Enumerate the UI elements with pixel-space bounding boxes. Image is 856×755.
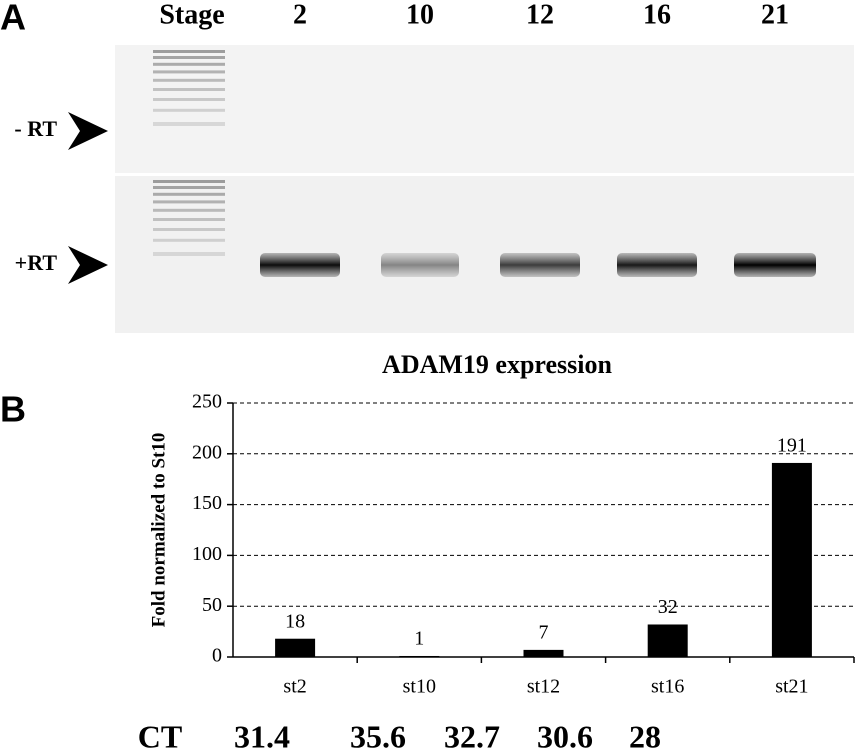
- y-tick-label: 150: [192, 492, 222, 514]
- panel-label: A: [0, 0, 26, 38]
- ladder-band: [153, 50, 225, 53]
- ladder-band: [153, 98, 225, 101]
- ladder-band: [153, 88, 225, 91]
- gel-band: [381, 253, 459, 277]
- x-tick-label: st21: [775, 676, 808, 698]
- arrow: [68, 246, 108, 284]
- value-label: 18: [285, 610, 305, 632]
- x-tick-label: st12: [527, 676, 560, 698]
- ladder-band: [153, 56, 225, 59]
- ladder-band: [153, 78, 225, 82]
- y-tick-label: 200: [192, 441, 222, 463]
- gel-band: [500, 253, 580, 277]
- ct-value: 31.4: [234, 718, 290, 754]
- gel-header: Stage: [159, 0, 224, 30]
- bar: [275, 638, 316, 657]
- value-label: 1: [414, 628, 424, 650]
- bar: [771, 462, 812, 657]
- value-label: 32: [658, 596, 678, 618]
- ladder-band: [153, 228, 225, 231]
- ct-value: 28: [629, 718, 661, 754]
- y-tick-label: 250: [192, 391, 222, 413]
- ladder-band: [153, 200, 225, 204]
- chart-title: ADAM19 expression: [382, 350, 612, 379]
- lane-label: 21: [761, 0, 789, 30]
- lane-label: 12: [526, 0, 554, 30]
- ct-value: 32.7: [444, 718, 500, 754]
- ct-label: CT: [138, 718, 182, 754]
- ladder: [153, 50, 225, 256]
- gel-bottom: [115, 176, 854, 333]
- bar: [647, 624, 688, 657]
- x-tick-label: st16: [651, 676, 684, 698]
- value-label: 191: [777, 435, 807, 457]
- bar: [523, 649, 564, 657]
- y-axis-label: Fold normalized to St10: [148, 433, 169, 628]
- ladder-band: [153, 192, 225, 196]
- gel-band: [260, 253, 340, 277]
- arrow: [68, 112, 108, 150]
- ladder-band: [153, 180, 225, 183]
- ct-value: 30.6: [537, 718, 593, 754]
- gel-band: [734, 253, 816, 277]
- ladder-band: [153, 108, 225, 112]
- ladder-band: [153, 186, 225, 189]
- lane-label: 2: [293, 0, 307, 30]
- row-label: +RT: [15, 250, 58, 275]
- bands: [260, 253, 816, 277]
- row-label: - RT: [14, 116, 57, 141]
- lane-label: 16: [643, 0, 671, 30]
- ct-value: 35.6: [350, 718, 406, 754]
- lane-label: 10: [406, 0, 434, 30]
- x-tick-label: st10: [403, 676, 436, 698]
- y-tick-label: 0: [212, 645, 222, 667]
- ladder-band: [153, 238, 225, 242]
- ladder-band: [153, 252, 225, 256]
- ladder-band: [153, 62, 225, 66]
- value-label: 7: [539, 621, 549, 643]
- ladder-band: [153, 70, 225, 74]
- y-tick-label: 50: [202, 594, 222, 616]
- y-tick-label: 100: [192, 543, 222, 565]
- ladder-band: [153, 122, 225, 126]
- ladder-band: [153, 218, 225, 221]
- panel-label: B: [0, 389, 26, 430]
- gel-band: [617, 253, 697, 277]
- x-tick-label: st2: [283, 676, 306, 698]
- gel-top: [115, 45, 854, 173]
- ladder-band: [153, 208, 225, 212]
- bar: [399, 655, 440, 657]
